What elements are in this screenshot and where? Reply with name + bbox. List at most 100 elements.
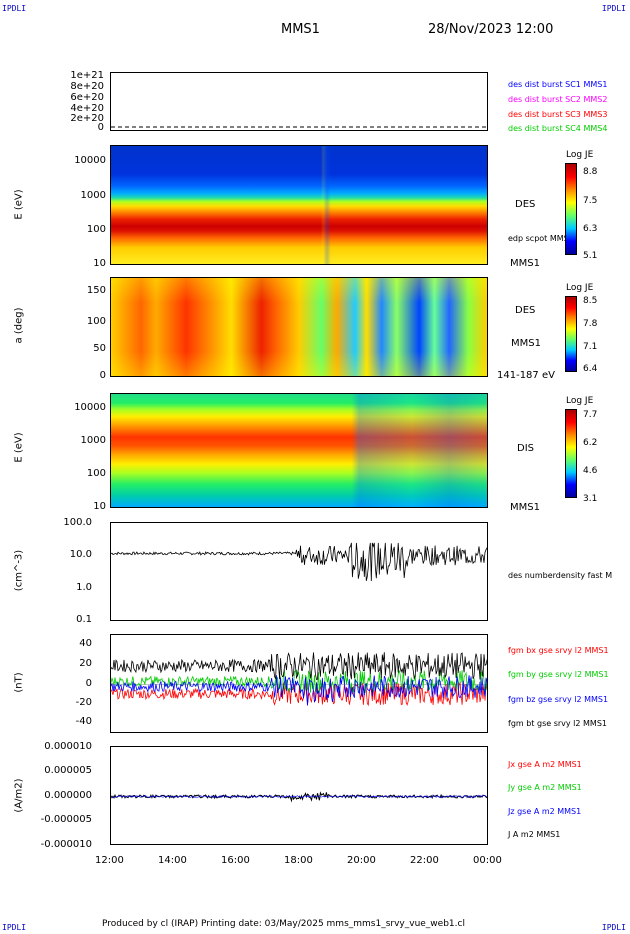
colorbar-tick: 7.8 (583, 319, 598, 329)
x-tick: 00:00 (473, 855, 502, 866)
y-tick: 1e+21 (70, 70, 104, 81)
y-tick: 1.0 (76, 582, 92, 593)
current-series-line (111, 791, 487, 803)
y-tick: 40 (79, 638, 92, 649)
legend-entry: Jx gse A m2 MMS1 (508, 760, 582, 769)
dist-burst-plot (111, 126, 487, 128)
y-tick: 1000 (80, 435, 106, 446)
legend-entry: J A m2 MMS1 (508, 830, 561, 839)
y-tick: 100 (86, 468, 106, 479)
legend-entry: Jy gse A m2 MMS1 (508, 783, 582, 792)
spacecraft-title: MMS1 (281, 22, 320, 37)
colorbar-tick: 4.6 (583, 466, 598, 476)
y-tick: 100 (86, 224, 106, 235)
current-plot (111, 791, 487, 803)
dis-energy-spectrogram (111, 394, 487, 507)
y-tick: 4e+20 (70, 103, 104, 114)
y-tick: -20 (75, 697, 92, 708)
panel-dis-energy (110, 393, 488, 508)
colorbar-title: Log JE (566, 396, 594, 406)
y-axis-label: (A/m2) (13, 778, 25, 813)
fgm-plot (111, 652, 487, 707)
legend-entry: fgm bz gse srvy l2 MMS1 (508, 695, 609, 704)
colorbar-tick: 6.2 (583, 438, 598, 448)
legend-entry: fgm bt gse srvy l2 MMS1 (508, 719, 607, 728)
legend-entry: Jz gse A m2 MMS1 (508, 807, 582, 816)
legend-entry: des numberdensity fast M (508, 571, 613, 580)
y-tick: 0 (85, 678, 92, 689)
colorbar (565, 163, 577, 255)
colorbar-tick: 7.5 (583, 196, 598, 206)
legend-entry: fgm by gse srvy l2 MMS1 (508, 670, 609, 679)
colorbar-title: Log JE (566, 150, 594, 160)
datetime-title: 28/Nov/2023 12:00 (428, 22, 554, 37)
corner-label: IPDLI (601, 923, 626, 932)
corner-label: IPDLI (601, 4, 626, 13)
colorbar-tick: 8.8 (583, 167, 598, 177)
y-tick: 2e+20 (70, 113, 104, 124)
panel-fgm (110, 634, 488, 733)
y-tick: 6e+20 (70, 92, 104, 103)
colorbar (565, 296, 577, 372)
y-tick: 10000 (74, 155, 106, 166)
x-tick: 14:00 (158, 855, 187, 866)
y-tick: 0.000005 (44, 765, 92, 776)
colorbar-title: Log JE (566, 283, 594, 293)
y-tick: 0.000000 (44, 790, 92, 801)
y-tick: -0.000010 (40, 839, 92, 850)
fgm-bz-line (111, 675, 487, 706)
fgm-bt-line (111, 652, 487, 681)
y-axis-label: E (eV) (13, 189, 25, 220)
panel-dist-burst (110, 72, 488, 131)
legend-entry: des dist burst SC4 MMS4 (508, 124, 608, 133)
y-tick: 100.0 (63, 517, 92, 528)
y-tick: -0.000005 (40, 814, 92, 825)
y-axis-label: a (deg) (13, 307, 25, 344)
des-energy-spectrogram (111, 146, 487, 264)
y-tick: 10000 (74, 402, 106, 413)
y-tick: 1000 (80, 190, 106, 201)
fgm-by-line (111, 669, 487, 694)
legend-entry: fgm bx gse srvy l2 MMS1 (508, 646, 609, 655)
colorbar-tick: 7.7 (583, 410, 598, 420)
colorbar-tick: 3.1 (583, 494, 598, 504)
side-label: MMS1 (510, 502, 540, 513)
legend-entry: des dist burst SC3 MMS3 (508, 110, 608, 119)
corner-label: IPDLI (2, 923, 27, 932)
colorbar (565, 409, 577, 498)
y-tick: 10 (93, 258, 106, 269)
x-tick: 12:00 (95, 855, 124, 866)
side-label: edp scpot MMS1 (508, 234, 574, 243)
side-label: 141-187 eV (497, 370, 555, 381)
colorbar-tick: 5.1 (583, 251, 598, 261)
y-tick: 0 (99, 370, 106, 381)
side-label: DES (515, 305, 536, 316)
panel-current (110, 746, 488, 845)
fgm-bx-line (111, 681, 487, 707)
side-label: MMS1 (511, 338, 541, 349)
density-series-line (111, 542, 487, 582)
y-axis-label: (cm^-3) (13, 549, 25, 592)
y-tick: 20 (79, 658, 92, 669)
y-tick: 150 (86, 285, 106, 296)
panel-des-energy (110, 145, 488, 265)
legend-entry: des dist burst SC1 MMS1 (508, 80, 608, 89)
y-tick: 0 (97, 122, 104, 133)
x-tick: 18:00 (284, 855, 313, 866)
y-tick: 0.000010 (44, 741, 92, 752)
legend-entry: des dist burst SC2 MMS2 (508, 95, 608, 104)
y-tick: 0.1 (76, 614, 92, 625)
footer-credit: Produced by cl (IRAP) Printing date: 03/… (102, 919, 465, 929)
des-pitch-spectrogram (111, 278, 487, 376)
current-jz-line (111, 794, 487, 799)
x-tick: 22:00 (410, 855, 439, 866)
colorbar-tick: 6.3 (583, 224, 598, 234)
side-label: MMS1 (510, 258, 540, 269)
y-tick: 100 (86, 316, 106, 327)
colorbar-tick: 8.5 (583, 296, 598, 306)
y-axis-label: (nT) (13, 672, 25, 693)
density-plot (111, 542, 487, 582)
corner-label: IPDLI (2, 4, 27, 13)
y-tick: 8e+20 (70, 81, 104, 92)
y-tick: 10 (93, 501, 106, 512)
